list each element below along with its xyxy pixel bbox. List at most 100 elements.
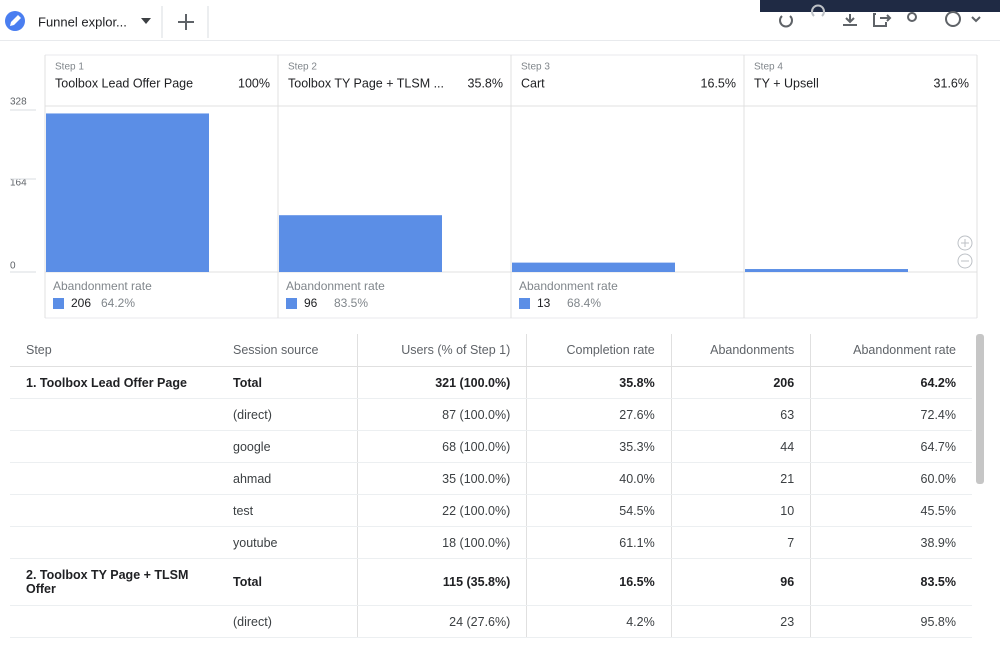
y-tick-label: 328 [10, 97, 27, 108]
step-percent: 16.5% [701, 76, 736, 90]
step-label: Step 2 [288, 62, 317, 73]
funnel-bar [512, 262, 675, 272]
table-cell: 10 [670, 494, 811, 527]
tab[interactable] [0, 0, 162, 40]
table-cell: 206 [670, 366, 811, 399]
funnel-bar [279, 215, 442, 272]
table-cell: 64.2% [810, 366, 972, 399]
table-cell: Total [217, 558, 358, 606]
table-cell: 1. Toolbox Lead Offer Page [10, 366, 217, 399]
step-percent: 35.8% [468, 76, 503, 90]
zoom-out[interactable] [957, 253, 973, 269]
table-cell: 72.4% [810, 398, 972, 431]
table-cell: 64.7% [810, 430, 972, 463]
download[interactable] [843, 14, 857, 26]
status-menu[interactable] [971, 16, 981, 23]
step-label: Step 3 [521, 62, 550, 73]
column-header: Abandonment rate [810, 334, 972, 367]
table-cell [10, 398, 217, 431]
table-row: google 68 (100.0%) 35.3% 44 64.7% [10, 430, 972, 463]
table-cell: 27.6% [526, 398, 672, 431]
abandonment-rate: 68.4% [567, 296, 601, 310]
table-cell: 21 [670, 462, 811, 495]
table-cell: 35.8% [526, 366, 672, 399]
abandonment-count: 13 [537, 296, 551, 310]
table-cell [10, 462, 217, 495]
undo[interactable] [779, 15, 793, 28]
table-cell: Total [217, 366, 358, 399]
table-cell: 38.9% [810, 526, 972, 559]
data-table: Step Session source Users (% of Step 1) Com… [10, 334, 972, 638]
y-tick-label: 164 [10, 178, 27, 189]
step-percent: 31.6% [934, 76, 969, 90]
table-cell [10, 430, 217, 463]
table-cell: 40.0% [526, 462, 672, 495]
abandonment-count: 206 [71, 296, 91, 310]
add-tab[interactable] [178, 14, 194, 30]
column-header: Session source [217, 334, 358, 367]
abandonment-label: Abandonment rate [519, 279, 618, 293]
table-cell: 115 (35.8%) [357, 558, 527, 606]
column-header: Abandonments [670, 334, 811, 367]
legend-swatch [53, 298, 64, 309]
column-header: Users (% of Step 1) [357, 334, 527, 367]
add-user[interactable] [907, 12, 917, 22]
status[interactable] [945, 11, 961, 27]
funnel-bar [46, 113, 209, 273]
step-percent: 100% [238, 76, 270, 90]
column-header: Completion rate [526, 334, 672, 367]
table-cell: 321 (100.0%) [357, 366, 527, 399]
table-cell: 61.1% [526, 526, 672, 559]
table-cell: 7 [670, 526, 811, 559]
table-row: 2. Toolbox TY Page + TLSM Offer Total 115 … [10, 558, 972, 606]
y-tick-label: 0 [10, 261, 16, 272]
table-cell [10, 494, 217, 527]
table-cell: 60.0% [810, 462, 972, 495]
table-cell: 63 [670, 398, 811, 431]
table-cell: ahmad [217, 462, 358, 495]
abandonment-rate: 83.5% [334, 296, 368, 310]
tab-menu[interactable] [141, 18, 151, 24]
step-name: Cart [521, 76, 545, 90]
table-row: youtube 18 (100.0%) 61.1% 7 38.9% [10, 526, 972, 559]
zoom-in[interactable] [957, 235, 973, 251]
table-cell: 22 (100.0%) [357, 494, 527, 527]
funnel-bar [745, 269, 908, 272]
step-name: Toolbox TY Page + TLSM ... [288, 76, 444, 90]
column-header: Step [10, 334, 217, 367]
step-label: Step 4 [754, 62, 783, 73]
legend-swatch [519, 298, 530, 309]
table-cell: 87 (100.0%) [357, 398, 527, 431]
table-cell: 35 (100.0%) [357, 462, 527, 495]
funnel-chart: 0 164 328 Step 1 Toolbox Lead Offer Page 100%… [10, 54, 978, 319]
abandonment-rate: 64.2% [101, 296, 135, 310]
scrollbar[interactable] [976, 334, 984, 484]
table-cell: 68 (100.0%) [357, 430, 527, 463]
table-body: 1. Toolbox Lead Offer Page Total 321 (100.… [10, 366, 972, 638]
table-row: (direct) 87 (100.0%) 27.6% 63 72.4% [10, 398, 972, 431]
table-cell: (direct) [217, 605, 358, 638]
abandonment-count: 96 [304, 296, 318, 310]
table-cell: 18 (100.0%) [357, 526, 527, 559]
tab-bar: Funnel explor... [0, 0, 1000, 41]
table-cell: youtube [217, 526, 358, 559]
table-cell [10, 605, 217, 638]
share[interactable] [873, 13, 892, 27]
table-cell: 2. Toolbox TY Page + TLSM Offer [10, 558, 217, 606]
table-cell: test [217, 494, 358, 527]
table-cell: google [217, 430, 358, 463]
table-cell: (direct) [217, 398, 358, 431]
table-cell: 54.5% [526, 494, 672, 527]
redo[interactable] [811, 4, 825, 17]
table-cell: 45.5% [810, 494, 972, 527]
step-name: Toolbox Lead Offer Page [55, 76, 193, 90]
pencil [10, 15, 21, 26]
table-cell: 96 [670, 558, 811, 606]
table-cell [10, 526, 217, 559]
table-cell: 95.8% [810, 605, 972, 638]
table-cell: 44 [670, 430, 811, 463]
table-cell: 35.3% [526, 430, 672, 463]
step-name: TY + Upsell [754, 76, 819, 90]
table-row: ahmad 35 (100.0%) 40.0% 21 60.0% [10, 462, 972, 495]
